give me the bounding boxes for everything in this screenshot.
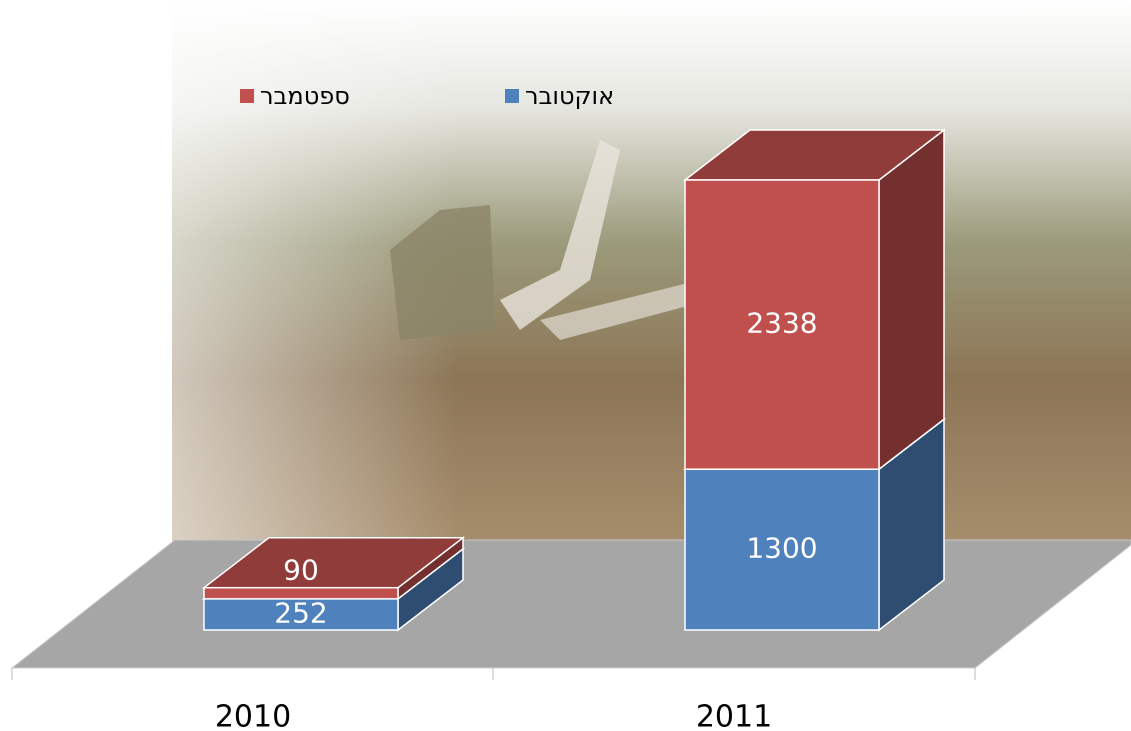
legend-swatch [240,89,254,103]
legend-swatch [505,89,519,103]
value-label: 1300 [746,532,817,565]
bar-segment [685,130,944,469]
chart: 252 90 2010 1300 2338 2011 ספטמבר אוקטובר [0,0,1131,731]
x-tick-label: 2010 [215,700,291,731]
floor [12,540,1131,668]
value-label: 252 [274,596,327,629]
bar-side [879,130,944,469]
legend-label: ספטמבר [260,82,350,110]
legend-label: אוקטובר [525,82,614,110]
x-tick-label: 2011 [696,700,772,731]
value-label: 2338 [746,307,817,340]
value-label: 90 [283,554,319,587]
bar-front [204,588,398,599]
